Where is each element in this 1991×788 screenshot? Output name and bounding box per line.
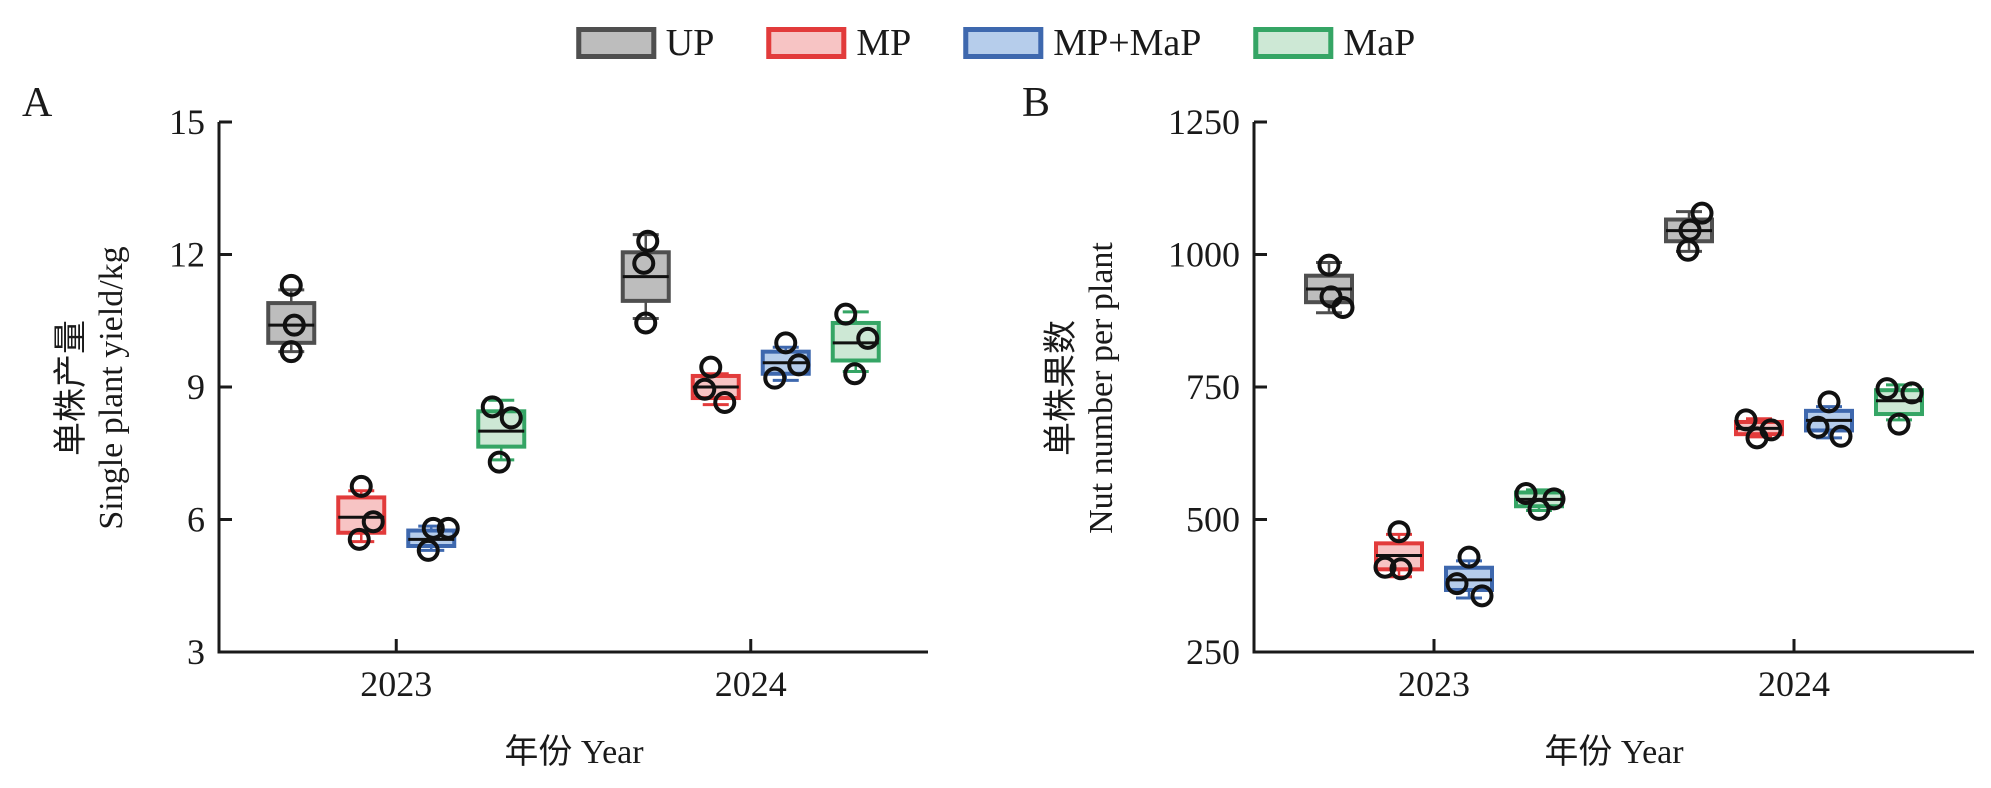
panel-a-box-MaP-2024-point [843, 362, 867, 386]
panel-a-box-MP-MaP-2023-point [421, 516, 445, 540]
panel-a-box-MP-2023-point [361, 510, 385, 534]
legend: UP MP MP+MaP MaP [575, 22, 1415, 64]
panel-b-box-UP-2023-point [1331, 296, 1355, 319]
legend-label-map: MaP [1343, 22, 1416, 64]
mp-swatch-icon [766, 27, 847, 59]
panel-b-letter: B [1022, 80, 1051, 126]
panel-a-box-UP-2024-point [636, 229, 660, 253]
panel-a-box-MP-2023 [336, 495, 387, 535]
panel-b-box-MP-MaP-2023-point [1445, 572, 1469, 596]
panel-b-x-axis-label: 年份 Year [1544, 734, 1684, 771]
panel-b-box-MaP-2024-point [1887, 412, 1911, 436]
panel-b-box-MP-MaP-2024-point [1817, 390, 1841, 414]
panel-b-box-MP-MaP-2024-point [1806, 415, 1830, 439]
panel-b-box-MP-2023-point [1373, 555, 1397, 579]
up-swatch-icon [575, 27, 656, 59]
panel-a-box-UP-2023 [266, 301, 317, 345]
panel-a-box-UP-2023-point [279, 273, 303, 297]
panel-b-box-MP-MaP-2024-point [1829, 424, 1853, 448]
panel-b-y-tick-label: 1250 [1168, 102, 1240, 142]
panel-a-box-MP-MaP-2023-point [436, 516, 460, 540]
legend-label-up: UP [665, 22, 715, 64]
panel-b-box-UP-2024-point [1690, 201, 1714, 225]
panel-a-box-MP-2024-point [693, 377, 717, 401]
panel-b-box-MP-2024-point [1745, 426, 1769, 450]
panel-a-y-tick-label: 3 [187, 632, 205, 672]
panel-a-box-MP-MaP-2024-point [763, 366, 787, 390]
map-swatch-icon [1253, 27, 1334, 59]
legend-label-mp-map: MP+MaP [1053, 22, 1202, 64]
panel-b-y-tick-label: 250 [1186, 632, 1240, 672]
panel-b-x-tick-label: 2024 [1758, 664, 1830, 704]
panel-a-box-MaP-2023-point [499, 406, 523, 430]
panel-b-box-UP-2023-point [1317, 253, 1341, 277]
panel-a-box-MaP-2023-point [480, 395, 504, 419]
mp-map-swatch-icon [963, 27, 1044, 59]
panel-b-box-MaP-2023-point [1542, 487, 1566, 511]
panel-b-box-UP-2024-point [1676, 238, 1700, 262]
panel-b-box-MaP-2024-point [1875, 377, 1899, 401]
legend-item-mp: MP [766, 24, 911, 62]
panel-a-box-MP-2024-point [713, 390, 737, 414]
panel-a-box-MP-2023-point [347, 527, 371, 551]
legend-label-mp: MP [856, 22, 912, 64]
panel-a-letter: A [22, 80, 53, 126]
panel-b-box-MP-2023-point [1387, 520, 1411, 544]
panel-a-y-tick-label: 15 [169, 102, 205, 142]
legend-item-up: UP [575, 22, 715, 64]
legend-item-map: MaP [1253, 24, 1415, 62]
panel-a-x-tick-label: 2024 [715, 664, 787, 704]
panel-b-x-tick-label: 2023 [1398, 664, 1470, 704]
panel-a-x-axis-label: 年份 Year [504, 734, 644, 771]
panel-b-box-MaP-2023-point [1514, 482, 1538, 506]
panel-a-box-MaP-2024-point [834, 302, 858, 326]
panel-a-box-UP-2023-point [279, 340, 303, 364]
panel-a-y-tick-label: 9 [187, 367, 205, 407]
panel-a-box-MP-MaP-2024-point [787, 353, 811, 377]
panel-a-x-tick-label: 2023 [360, 664, 432, 704]
panel-a-box-UP-2024-point [634, 311, 658, 335]
panel-b-y-tick-label: 500 [1186, 500, 1240, 540]
panel-a-box-MP-2023-point [349, 474, 373, 498]
panel-a-box-UP-2023-point [282, 313, 306, 337]
panel-b-box-MaP-2023-point [1527, 497, 1551, 521]
panel-b-box-MP-2024-point [1734, 408, 1758, 432]
panel-a-box-MaP-2024-point [856, 326, 880, 350]
panel-b-box-MP-MaP-2023-point [1470, 584, 1494, 608]
legend-item-mp-map: MP+MaP [963, 24, 1201, 62]
panel-b-y-tick-label: 750 [1186, 367, 1240, 407]
panel-a-box-MP-MaP-2024-point [774, 331, 798, 355]
panel-a-box-MP-MaP-2023-point [416, 538, 440, 562]
panel-b-y-tick-label: 1000 [1168, 235, 1240, 275]
panel-b-box-MP-2023-point [1389, 557, 1413, 581]
panel-a-y-tick-label: 12 [169, 235, 205, 275]
panel-b-box-MaP-2024-point [1900, 381, 1924, 405]
panel-a-box-MP-2024-point [699, 355, 723, 379]
panel-a-box-MaP-2023-point [487, 450, 511, 474]
panel-b-box-MP-MaP-2023-point [1457, 545, 1481, 569]
panel-a-box-UP-2024-point [632, 251, 656, 275]
panel-a-y-tick-label: 6 [187, 500, 205, 540]
